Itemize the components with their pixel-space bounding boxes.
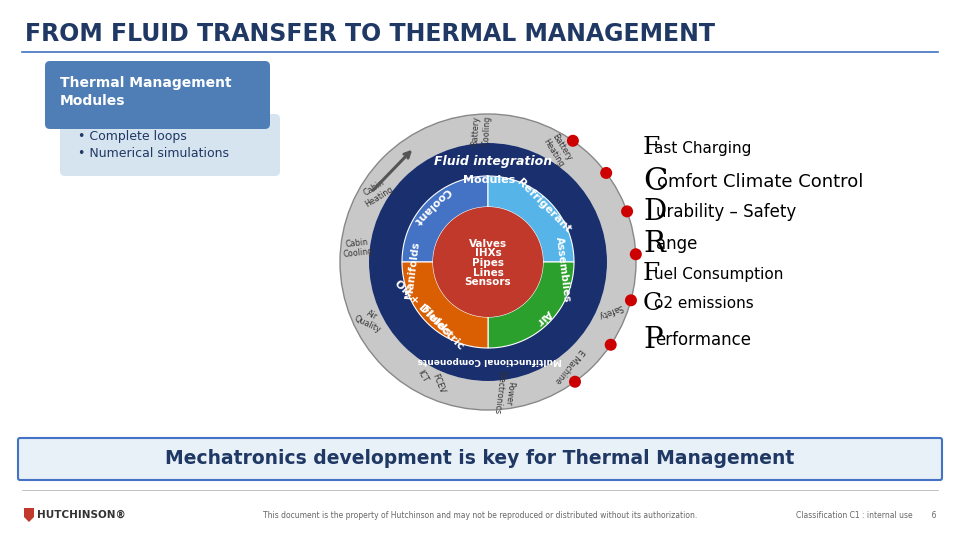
Text: Pipes: Pipes — [472, 258, 504, 268]
Circle shape — [433, 207, 543, 317]
Circle shape — [567, 135, 579, 147]
Text: Battery
Cooling: Battery Cooling — [470, 115, 492, 146]
Circle shape — [600, 167, 612, 179]
Circle shape — [605, 339, 616, 351]
Text: Cabin
Cooling: Cabin Cooling — [341, 237, 373, 260]
Circle shape — [625, 294, 636, 306]
Polygon shape — [24, 508, 34, 522]
Polygon shape — [402, 262, 488, 348]
Text: • Numerical simulations: • Numerical simulations — [78, 147, 229, 160]
Text: Classification C1 : internal use        6: Classification C1 : internal use 6 — [796, 510, 936, 519]
Circle shape — [369, 143, 607, 381]
Text: uel Consumption: uel Consumption — [654, 267, 783, 281]
Polygon shape — [488, 176, 574, 262]
Text: Manifolds: Manifolds — [404, 241, 421, 299]
Circle shape — [340, 114, 636, 410]
Text: • Complete loops: • Complete loops — [78, 130, 187, 143]
Text: FCEV: FCEV — [431, 373, 446, 395]
Text: IHXs: IHXs — [474, 248, 501, 259]
Text: Battery
Heating: Battery Heating — [541, 132, 574, 169]
Text: Oil + Dielectric: Oil + Dielectric — [393, 278, 466, 351]
Text: F: F — [643, 137, 660, 159]
Text: Fluids: Fluids — [419, 304, 452, 338]
Text: Multifunctional Components: Multifunctional Components — [418, 355, 563, 364]
Text: F: F — [643, 262, 660, 286]
Text: HUTCHINSON®: HUTCHINSON® — [37, 510, 126, 520]
Text: ange: ange — [656, 235, 697, 253]
FancyBboxPatch shape — [60, 114, 280, 176]
Text: erformance: erformance — [656, 331, 752, 349]
Text: R: R — [643, 230, 665, 258]
Text: ICT: ICT — [415, 368, 429, 383]
Circle shape — [569, 376, 581, 388]
Text: Coolant: Coolant — [412, 186, 452, 227]
Text: E Machine: E Machine — [553, 347, 586, 384]
Text: Sensors: Sensors — [465, 277, 512, 287]
Text: Safety: Safety — [596, 302, 624, 320]
Circle shape — [630, 248, 642, 260]
FancyBboxPatch shape — [45, 61, 270, 129]
Polygon shape — [488, 262, 574, 348]
Text: Thermal Management: Thermal Management — [60, 76, 231, 90]
Text: C: C — [643, 166, 667, 198]
Circle shape — [369, 143, 607, 381]
Text: This document is the property of Hutchinson and may not be reproduced or distrib: This document is the property of Hutchin… — [263, 510, 697, 519]
Text: Power
Electronics: Power Electronics — [492, 369, 516, 416]
Text: D: D — [643, 198, 666, 226]
Text: Air
Quality: Air Quality — [352, 305, 387, 335]
FancyBboxPatch shape — [18, 438, 942, 480]
Text: ast Charging: ast Charging — [654, 140, 751, 156]
Text: Modules: Modules — [60, 94, 126, 108]
Text: o2 emissions: o2 emissions — [654, 296, 754, 312]
Text: Lines: Lines — [472, 267, 503, 278]
Text: Fluid integration: Fluid integration — [434, 156, 552, 168]
Text: Assemblies: Assemblies — [554, 237, 572, 303]
Text: Air: Air — [534, 308, 554, 328]
Text: P: P — [643, 326, 662, 354]
Text: urability – Safety: urability – Safety — [656, 203, 796, 221]
Text: C: C — [643, 293, 662, 315]
Text: Mechatronics development is key for Thermal Management: Mechatronics development is key for Ther… — [165, 449, 795, 469]
Text: Modules: Modules — [463, 175, 516, 185]
Circle shape — [621, 205, 633, 218]
Text: Valves: Valves — [468, 239, 507, 249]
Text: omfort Climate Control: omfort Climate Control — [657, 173, 863, 191]
Text: Refrigerant: Refrigerant — [515, 177, 573, 235]
Text: FROM FLUID TRANSFER TO THERMAL MANAGEMENT: FROM FLUID TRANSFER TO THERMAL MANAGEMEN… — [25, 22, 715, 46]
Text: Cabin
Heating: Cabin Heating — [358, 176, 395, 209]
Polygon shape — [402, 176, 488, 262]
